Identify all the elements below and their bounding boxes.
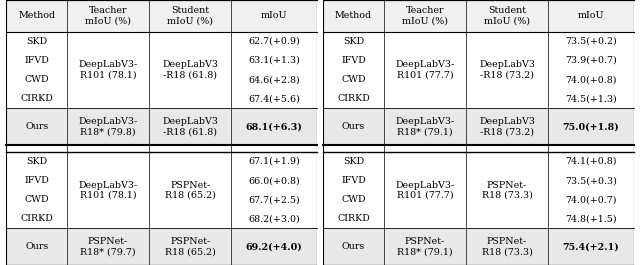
Text: mIoU: mIoU (261, 11, 287, 20)
Text: 67.4(+5.6): 67.4(+5.6) (248, 94, 300, 103)
Text: DeepLabV3
-R18 (61.8): DeepLabV3 -R18 (61.8) (163, 117, 218, 136)
Text: 62.7(+0.9): 62.7(+0.9) (248, 37, 300, 46)
Text: CWD: CWD (341, 75, 365, 84)
Text: IFVD: IFVD (341, 56, 366, 65)
Text: IFVD: IFVD (24, 56, 49, 65)
Text: 74.5(+1.3): 74.5(+1.3) (565, 94, 617, 103)
Text: 67.1(+1.9): 67.1(+1.9) (248, 157, 300, 166)
Text: Ours: Ours (342, 122, 365, 131)
Text: SKD: SKD (343, 157, 364, 166)
Bar (6, 108, 317, 145)
Text: IFVD: IFVD (341, 176, 366, 185)
Text: 74.1(+0.8): 74.1(+0.8) (565, 157, 617, 166)
Text: 68.1(+6.3): 68.1(+6.3) (246, 122, 303, 131)
Text: Teacher
mIoU (%): Teacher mIoU (%) (402, 6, 448, 26)
Bar (323, 0, 634, 32)
Text: DeepLabV3-
R18* (79.8): DeepLabV3- R18* (79.8) (79, 117, 138, 136)
Text: CIRKD: CIRKD (337, 94, 370, 103)
Text: 69.2(+4.0): 69.2(+4.0) (246, 242, 303, 251)
Text: Student
mIoU (%): Student mIoU (%) (484, 6, 530, 26)
Text: PSPNet-
R18 (65.2): PSPNet- R18 (65.2) (165, 237, 216, 257)
Text: PSPNet-
R18 (65.2): PSPNet- R18 (65.2) (165, 180, 216, 200)
Text: PSPNet-
R18 (73.3): PSPNet- R18 (73.3) (482, 180, 532, 200)
Text: 73.5(+0.3): 73.5(+0.3) (565, 176, 617, 185)
Text: Ours: Ours (25, 242, 48, 251)
Text: 67.7(+2.5): 67.7(+2.5) (248, 195, 300, 204)
Text: DeepLabV3-
R101 (78.1): DeepLabV3- R101 (78.1) (79, 180, 138, 200)
Text: CIRKD: CIRKD (20, 214, 53, 223)
Text: 73.5(+0.2): 73.5(+0.2) (565, 37, 617, 46)
Text: PSPNet-
R18 (73.3): PSPNet- R18 (73.3) (482, 237, 532, 257)
Bar (323, 228, 634, 265)
Text: SKD: SKD (26, 157, 47, 166)
Text: CIRKD: CIRKD (20, 94, 53, 103)
Text: PSPNet-
R18* (79.1): PSPNet- R18* (79.1) (397, 237, 452, 257)
Bar (6, 228, 317, 265)
Text: Teacher
mIoU (%): Teacher mIoU (%) (85, 6, 131, 26)
Text: DeepLabV3-
R101 (78.1): DeepLabV3- R101 (78.1) (79, 60, 138, 80)
Text: 74.0(+0.8): 74.0(+0.8) (565, 75, 617, 84)
Text: DeepLabV3-
R101 (77.7): DeepLabV3- R101 (77.7) (396, 60, 454, 80)
Text: DeepLabV3-
R101 (77.7): DeepLabV3- R101 (77.7) (396, 180, 454, 200)
Text: DeepLabV3
-R18 (73.2): DeepLabV3 -R18 (73.2) (479, 117, 535, 136)
Text: CWD: CWD (24, 195, 49, 204)
Text: 63.1(+1.3): 63.1(+1.3) (248, 56, 300, 65)
Text: 68.2(+3.0): 68.2(+3.0) (248, 214, 300, 223)
Text: CWD: CWD (341, 195, 365, 204)
Text: 74.8(+1.5): 74.8(+1.5) (565, 214, 617, 223)
Text: 75.0(+1.8): 75.0(+1.8) (563, 122, 620, 131)
Text: IFVD: IFVD (24, 176, 49, 185)
Text: 75.4(+2.1): 75.4(+2.1) (563, 242, 620, 251)
Text: CIRKD: CIRKD (337, 214, 370, 223)
Text: PSPNet-
R18* (79.7): PSPNet- R18* (79.7) (80, 237, 136, 257)
Text: DeepLabV3
-R18 (61.8): DeepLabV3 -R18 (61.8) (163, 60, 218, 80)
Text: Method: Method (18, 11, 55, 20)
Text: DeepLabV3-
R18* (79.1): DeepLabV3- R18* (79.1) (396, 117, 454, 136)
Text: 66.0(+0.8): 66.0(+0.8) (248, 176, 300, 185)
Text: Ours: Ours (342, 242, 365, 251)
Text: CWD: CWD (24, 75, 49, 84)
Text: Student
mIoU (%): Student mIoU (%) (167, 6, 213, 26)
Bar (6, 0, 317, 32)
Text: DeepLabV3
-R18 (73.2): DeepLabV3 -R18 (73.2) (479, 60, 535, 80)
Text: Method: Method (335, 11, 372, 20)
Text: mIoU: mIoU (578, 11, 604, 20)
Bar (323, 108, 634, 145)
Text: Ours: Ours (25, 122, 48, 131)
Text: 74.0(+0.7): 74.0(+0.7) (565, 195, 617, 204)
Text: 73.9(+0.7): 73.9(+0.7) (565, 56, 617, 65)
Text: SKD: SKD (343, 37, 364, 46)
Text: SKD: SKD (26, 37, 47, 46)
Text: 64.6(+2.8): 64.6(+2.8) (248, 75, 300, 84)
